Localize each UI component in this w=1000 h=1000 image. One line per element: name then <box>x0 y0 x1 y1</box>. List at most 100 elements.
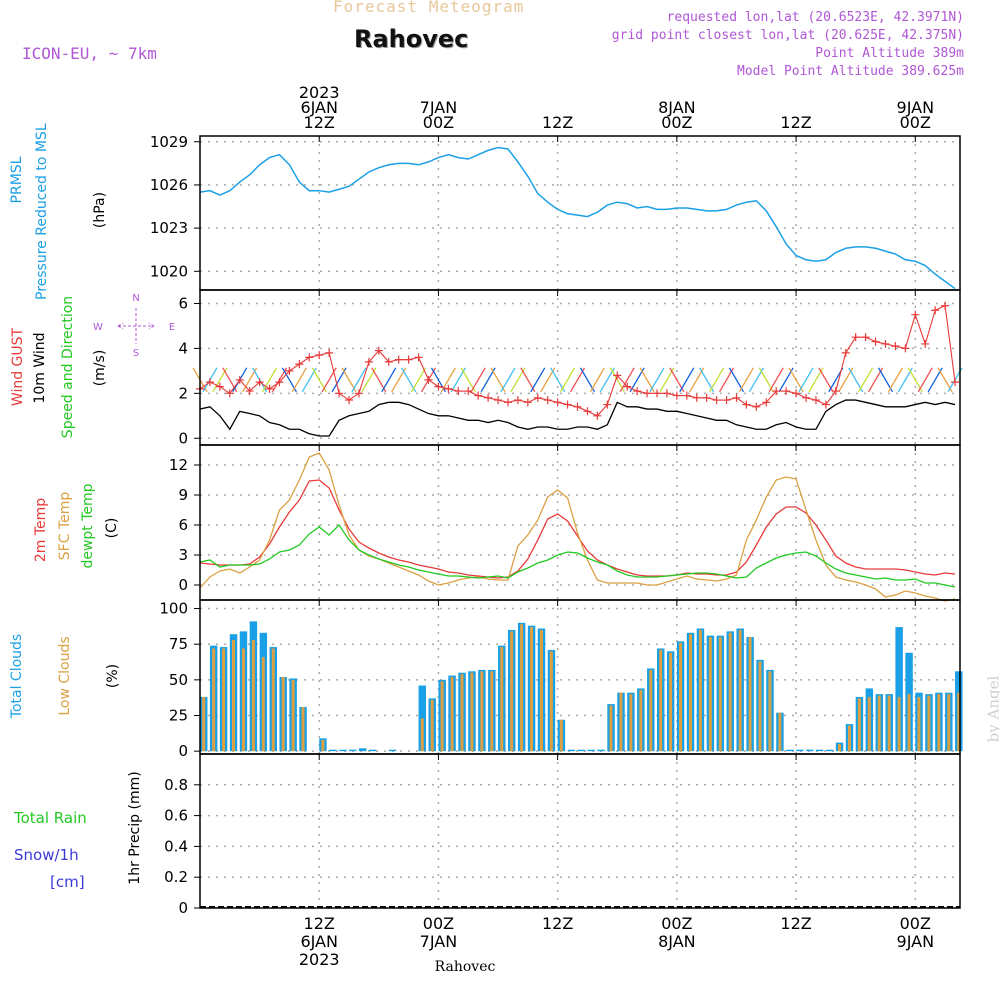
y-tick-label: 2 <box>178 384 188 402</box>
wind-gust-marker <box>464 387 473 396</box>
low-cloud-bar <box>937 694 941 752</box>
y-tick-label: 1026 <box>150 176 188 194</box>
time-label-bottom: 2023 <box>299 950 340 969</box>
wind-direction-arrow <box>798 367 814 393</box>
total-cloud-bar <box>358 748 367 752</box>
location-title: Rahovec <box>354 25 469 53</box>
panel-frame-precip <box>199 753 961 909</box>
wind-gust-marker <box>901 344 910 353</box>
low-cloud-bar <box>877 695 881 752</box>
low-cloud-bar <box>321 739 325 752</box>
wind-gust-marker <box>762 398 771 407</box>
wind-gust-marker <box>911 310 920 319</box>
low-cloud-bar <box>669 652 673 752</box>
low-cloud-bar <box>490 671 494 752</box>
compass-s: S <box>133 348 139 359</box>
total-cloud-bar <box>895 627 903 752</box>
low-cloud-bar <box>500 647 504 752</box>
y-tick-label: 50 <box>169 671 188 689</box>
total-cloud-bar <box>587 749 595 752</box>
wind-direction-arrow <box>858 367 874 393</box>
wind-gust-marker <box>235 375 244 384</box>
snow-unit-legend: [cm] <box>50 873 85 891</box>
low-cloud-bar <box>520 624 524 752</box>
y-tick-label: 1020 <box>150 262 188 280</box>
low-cloud-bar <box>430 699 434 752</box>
low-cloud-bar <box>609 705 613 752</box>
footer-location-label: Rahovec <box>435 959 496 975</box>
low-cloud-bar <box>649 669 653 752</box>
y-tick-label: 0.4 <box>164 837 188 855</box>
low-cloud-bar <box>241 648 245 752</box>
total-cloud-bar <box>806 749 814 752</box>
wind-gust-marker <box>444 384 453 393</box>
wind-gust-marker <box>573 402 582 411</box>
wind-gust-marker <box>682 391 691 400</box>
wind-gust-marker <box>921 339 930 348</box>
wind-direction-arrow <box>768 367 784 393</box>
time-label-bottom: 12Z <box>780 914 811 933</box>
wind-gust-marker <box>424 375 433 384</box>
total-cloud-bar <box>786 749 794 752</box>
wind-gust-marker <box>752 402 761 411</box>
compass-rose-icon <box>117 308 155 344</box>
wind-gust-marker <box>851 333 860 342</box>
panel-frame-wind <box>199 289 961 446</box>
wind-gust-marker <box>265 384 274 393</box>
wind-gust-marker <box>295 360 304 369</box>
low-cloud-bar <box>927 695 931 752</box>
low-cloud-bar <box>539 629 543 752</box>
y-tick-label: 6 <box>178 516 188 534</box>
wind-gust-marker <box>941 301 950 310</box>
pressure-line <box>199 146 956 290</box>
wind-gust-marker <box>285 366 294 375</box>
wind-gust-marker <box>255 378 264 387</box>
wind-gust-marker <box>652 389 661 398</box>
low-cloud-bar <box>301 706 305 752</box>
time-label-top: 12Z <box>304 113 335 132</box>
time-label-top: 00Z <box>900 113 931 132</box>
time-label-top: 9JAN <box>897 98 935 117</box>
low-cloud-bar <box>639 689 643 752</box>
y-tick-label: 0.8 <box>164 776 188 794</box>
low-cloud-bar <box>917 696 921 752</box>
total-cloud-bar <box>796 749 804 752</box>
point-altitude: Point Altitude 389m <box>815 46 964 61</box>
low-cloud-bar <box>907 694 911 752</box>
wind-direction-arrow <box>291 367 307 393</box>
low-cloud-bar <box>718 637 722 752</box>
low-cloud-bar <box>420 718 424 752</box>
time-label-bottom: 7JAN <box>420 932 458 951</box>
low-cloud-bar <box>222 648 226 752</box>
wind-gust-marker <box>742 400 751 409</box>
wind-gust-marker <box>245 387 254 396</box>
y-tick-label: 0 <box>178 899 188 917</box>
wind-gust-marker <box>732 393 741 402</box>
wind-gust-marker <box>821 400 830 409</box>
wind-gust-marker <box>374 346 383 355</box>
y-tick-label: 0 <box>178 742 188 760</box>
wind-gust-marker <box>553 398 562 407</box>
low-cloud-bar <box>271 648 275 752</box>
wind-gust-marker <box>364 357 373 366</box>
wind-direction-arrow <box>530 367 546 393</box>
y-tick-label: 100 <box>159 600 188 618</box>
wind-gust-marker <box>722 396 731 405</box>
low-cloud-bar <box>679 642 683 752</box>
time-label-top: 12Z <box>542 113 573 132</box>
low-cloud-bar <box>549 651 553 752</box>
y-tick-label: 9 <box>178 486 188 504</box>
wind-gust-marker <box>543 396 552 405</box>
wind-direction-arrow <box>709 367 725 393</box>
wind-gust-marker <box>881 339 890 348</box>
wind-gust-marker <box>802 393 811 402</box>
wind-gust-marker <box>861 333 870 342</box>
time-label-top: 2023 <box>299 83 340 102</box>
low-cloud-bar <box>728 632 732 752</box>
low-cloud-bar <box>251 639 255 752</box>
low-cloud-bar <box>559 719 563 752</box>
low-cloud-bar <box>857 698 861 752</box>
wind-gust-marker <box>315 351 324 360</box>
low-cloud-bar <box>629 694 633 752</box>
low-cloud-bar <box>847 725 851 752</box>
